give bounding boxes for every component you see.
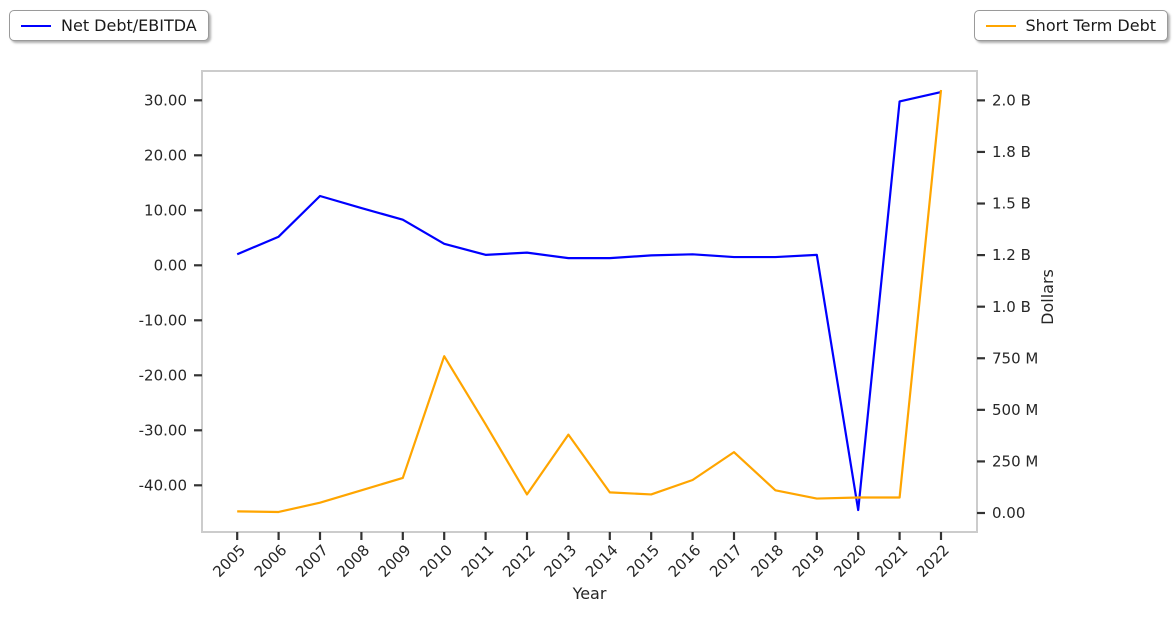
- right-axis-tick-label: 1.5 B: [992, 195, 1031, 213]
- right-axis-tick-label: 750 M: [992, 349, 1038, 367]
- right-axis-tick-label: 250 M: [992, 453, 1038, 471]
- legend-line-sample-orange: [985, 24, 1016, 27]
- x-axis-tick-label: 2010: [416, 541, 456, 581]
- left-axis-tick-label: -10.00: [139, 311, 187, 329]
- right-axis-tick-label: 1.8 B: [992, 143, 1031, 161]
- line-short-term-debt: [237, 89, 943, 514]
- left-axis-tick-label: 0.00: [154, 256, 187, 274]
- x-axis-tick-label: 2022: [913, 541, 953, 581]
- legend-label-net-debt-ebitda: Net Debt/EBITDA: [61, 16, 197, 35]
- legend-label-short-term-debt: Short Term Debt: [1025, 16, 1156, 35]
- left-axis-tick-label: 10.00: [144, 201, 187, 219]
- right-axis-tick-label: 2.0 B: [992, 91, 1031, 109]
- x-axis-tick-label: 2006: [251, 541, 291, 581]
- x-axis-tick-label: 2008: [333, 541, 373, 581]
- legend-short-term-debt: Short Term Debt: [973, 10, 1168, 41]
- x-axis-tick-label: 2019: [789, 541, 829, 581]
- x-axis-tick-label: 2005: [209, 541, 249, 581]
- x-axis-title: Year: [572, 584, 607, 603]
- x-axis-tick-label: 2009: [375, 541, 415, 581]
- x-axis-tick-label: 2015: [623, 541, 663, 581]
- x-axis-tick-label: 2012: [499, 541, 539, 581]
- x-axis-tick-label: 2021: [872, 541, 912, 581]
- x-axis-tick-label: 2016: [665, 541, 705, 581]
- left-axis-tick-label: -40.00: [139, 476, 187, 494]
- legend-net-debt-ebitda: Net Debt/EBITDA: [9, 10, 209, 41]
- plot-border: [201, 70, 978, 533]
- right-axis-tick-label: 0.00: [992, 504, 1025, 522]
- x-axis-tick-label: 2013: [540, 541, 580, 581]
- x-axis-tick-label: 2020: [830, 541, 870, 581]
- right-axis-tick-label: 1.2 B: [992, 246, 1031, 264]
- line-net-debt-ebitda: [236, 90, 942, 512]
- legend-line-sample-blue: [21, 24, 51, 27]
- x-axis-tick-label: 2018: [747, 541, 787, 581]
- right-axis-tick-label: 1.0 B: [992, 298, 1031, 316]
- x-axis-tick-label: 2014: [582, 541, 622, 581]
- x-axis-tick-label: 2017: [706, 541, 746, 581]
- left-axis-tick-label: 30.00: [144, 91, 187, 109]
- left-axis-tick-label: -30.00: [139, 421, 187, 439]
- left-axis-tick-label: -20.00: [139, 366, 187, 384]
- x-axis-tick-label: 2011: [458, 541, 498, 581]
- right-axis-title: Dollars: [1038, 269, 1057, 325]
- right-axis-tick-label: 500 M: [992, 401, 1038, 419]
- left-axis-tick-label: 20.00: [144, 146, 187, 164]
- x-axis-tick-label: 2007: [292, 541, 332, 581]
